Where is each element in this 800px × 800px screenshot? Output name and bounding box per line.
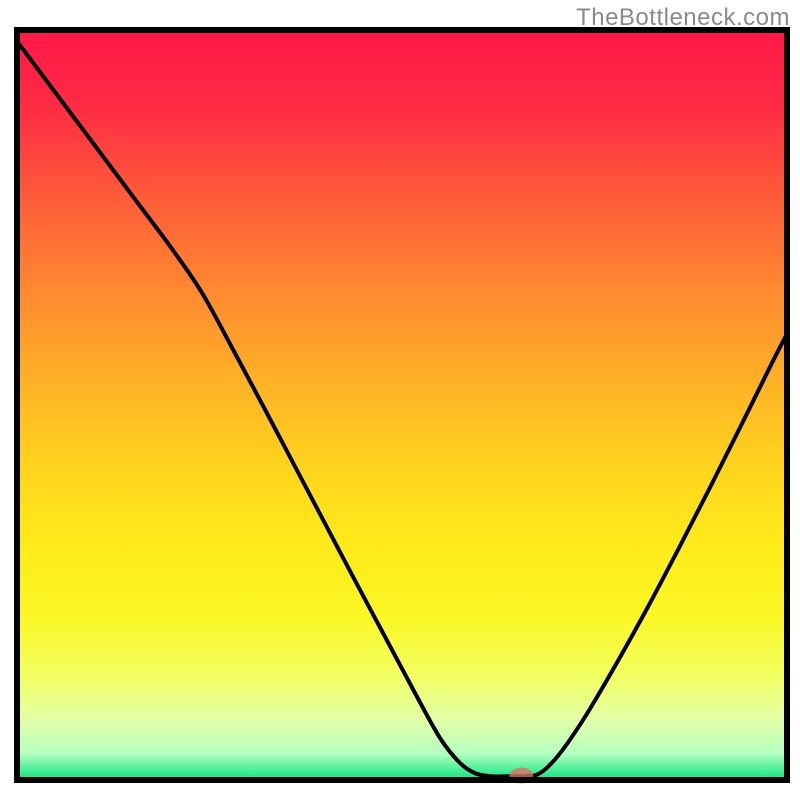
bottleneck-curve-chart [0, 0, 800, 800]
source-watermark: TheBottleneck.com [576, 4, 790, 32]
chart-frame: TheBottleneck.com [0, 0, 800, 800]
